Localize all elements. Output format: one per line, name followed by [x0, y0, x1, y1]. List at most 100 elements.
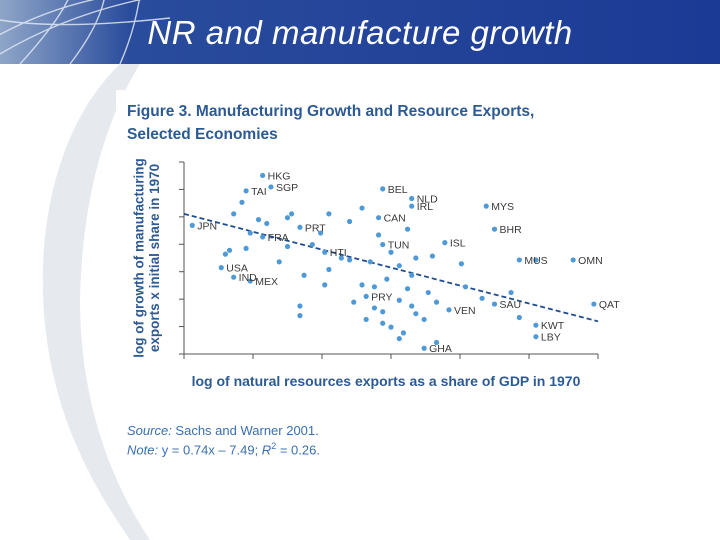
data-point-mus — [516, 257, 522, 263]
data-point — [322, 282, 328, 288]
x-axis-label: log of natural resources exports as a sh… — [192, 373, 581, 389]
data-point — [284, 243, 291, 250]
point-label-tai: TAI — [251, 186, 267, 198]
data-point — [388, 324, 394, 330]
point-label-ven: VEN — [454, 305, 476, 317]
chart-axes — [179, 161, 599, 359]
data-point — [284, 215, 291, 221]
data-point — [326, 211, 332, 217]
point-label-isl: ISL — [450, 238, 466, 250]
data-point-hkg — [260, 172, 266, 179]
data-point — [375, 232, 382, 238]
data-point — [396, 297, 402, 303]
data-point-mys — [483, 203, 489, 209]
data-point — [222, 251, 228, 257]
data-point — [289, 211, 295, 217]
data-point-ind — [231, 274, 237, 280]
data-point — [276, 259, 282, 265]
data-point — [404, 286, 411, 292]
data-point — [318, 230, 324, 236]
globe-graphic — [0, 0, 171, 64]
data-point — [409, 303, 415, 309]
point-label-bel: BEL — [388, 184, 408, 196]
note-r2-value: = 0.26. — [276, 442, 320, 458]
data-point — [371, 284, 378, 290]
data-point — [421, 316, 427, 323]
data-point — [351, 299, 357, 305]
data-point — [429, 253, 435, 259]
data-point — [309, 241, 315, 248]
point-label-sau: SAU — [500, 299, 522, 311]
data-point-bel — [380, 186, 386, 192]
note-text: y = 0.74x – 7.49; — [158, 442, 262, 458]
source-text: Sachs and Warner 2001. — [171, 423, 319, 438]
point-label-tun: TUN — [388, 240, 410, 252]
data-point — [380, 320, 386, 326]
point-label-can: CAN — [384, 213, 406, 225]
data-point-ven — [446, 307, 452, 313]
data-point-lby — [533, 334, 539, 340]
data-point-pry — [363, 293, 369, 299]
point-label-fra: FRA — [268, 232, 289, 244]
data-point — [404, 226, 411, 232]
note-label: Note: — [127, 442, 159, 458]
data-point — [413, 311, 419, 317]
point-label-bhr: BHR — [500, 224, 523, 236]
data-point-kwt — [533, 322, 539, 328]
note-r2-sup: 2 — [271, 441, 277, 451]
point-label-omn: OMN — [578, 255, 603, 267]
points-layer — [189, 172, 597, 351]
data-point — [384, 276, 390, 282]
data-point — [413, 255, 419, 261]
banner-background — [0, 0, 720, 64]
regression-note: Note: y = 0.74x – 7.49; R2 = 0.26. — [127, 441, 320, 457]
point-label-pry: PRY — [371, 291, 392, 303]
data-point-nld — [409, 195, 415, 202]
data-point — [425, 289, 431, 296]
data-point — [247, 230, 253, 236]
data-point — [347, 218, 353, 225]
source-label: Source: — [127, 423, 172, 438]
point-label-irl: IRL — [417, 201, 434, 213]
data-point — [458, 261, 464, 267]
slide-title: NR and manufacture growth — [147, 14, 573, 51]
data-point — [264, 220, 270, 227]
data-point-jpn — [189, 222, 195, 228]
source-citation: Source: Sachs and Warner 2001. — [127, 423, 319, 438]
data-point-irl — [409, 203, 415, 209]
data-point-omn — [570, 257, 576, 263]
data-point-sau — [491, 301, 498, 307]
y-axis-label: log of growth of manufacturingexports x … — [131, 158, 162, 357]
data-point — [243, 245, 249, 251]
point-label-sgp: SGP — [276, 182, 298, 194]
data-point — [363, 316, 369, 323]
data-point-can — [375, 215, 382, 221]
trendline-layer — [183, 212, 599, 323]
data-point — [326, 266, 332, 273]
data-point — [409, 272, 415, 278]
title-banner — [0, 0, 720, 64]
data-point — [516, 314, 522, 321]
data-point-tun — [380, 241, 386, 248]
data-point — [388, 249, 394, 255]
point-label-usa: USA — [226, 263, 248, 275]
data-point — [533, 257, 539, 263]
data-point — [359, 205, 365, 211]
figure-panel — [116, 90, 605, 466]
note-r2: R — [261, 442, 272, 458]
data-point — [479, 295, 485, 301]
point-label-ind: IND — [239, 272, 258, 284]
data-point-mex — [247, 278, 253, 284]
data-point — [297, 303, 303, 309]
point-label-mex: MEX — [255, 276, 278, 288]
data-point — [347, 257, 353, 263]
point-label-prt: PRT — [305, 222, 326, 234]
data-point-bhr — [491, 226, 498, 232]
point-label-lby: LBY — [541, 332, 561, 344]
data-point — [462, 284, 469, 290]
figure-title: Figure 3. Manufacturing Growth and Resou… — [127, 103, 535, 143]
data-point — [255, 217, 262, 223]
